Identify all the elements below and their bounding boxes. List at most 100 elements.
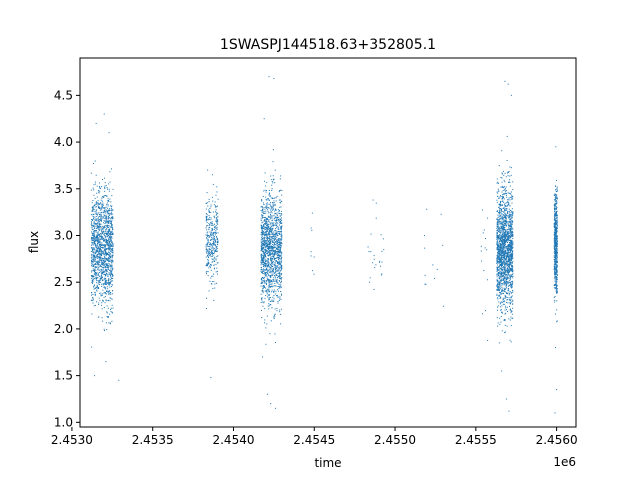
data-point — [279, 243, 281, 245]
data-point — [266, 268, 268, 270]
data-point — [266, 237, 268, 239]
data-point — [98, 226, 100, 228]
data-point — [511, 269, 513, 271]
data-point — [207, 249, 209, 251]
data-point — [266, 234, 268, 236]
data-point — [503, 214, 505, 216]
data-point — [277, 302, 279, 304]
data-point — [265, 251, 267, 253]
data-point — [280, 242, 282, 244]
data-point — [499, 196, 501, 198]
data-point — [502, 292, 504, 294]
data-point — [264, 189, 266, 191]
data-point — [94, 287, 96, 289]
data-point — [269, 279, 271, 281]
data-point — [269, 253, 271, 255]
data-point — [111, 274, 113, 276]
data-point — [262, 248, 264, 250]
data-point — [106, 253, 108, 255]
data-point — [110, 279, 112, 280]
data-point — [95, 212, 97, 214]
data-point — [510, 282, 512, 284]
data-point — [207, 259, 209, 261]
data-point — [105, 228, 107, 230]
data-point — [498, 221, 500, 223]
data-point — [280, 210, 282, 212]
data-point — [106, 195, 108, 197]
data-point — [510, 241, 512, 243]
data-point — [93, 276, 95, 278]
data-point — [110, 259, 112, 261]
data-point — [508, 269, 510, 271]
data-point — [97, 244, 99, 246]
data-point — [97, 251, 99, 253]
data-point — [496, 260, 498, 262]
data-point — [207, 254, 208, 256]
data-point — [104, 182, 106, 184]
data-point — [267, 251, 269, 253]
data-point — [90, 246, 92, 248]
data-point — [498, 240, 500, 242]
data-point — [274, 169, 276, 171]
data-point — [511, 313, 513, 315]
data-point — [94, 231, 96, 233]
data-point — [276, 221, 278, 223]
data-point — [505, 225, 507, 227]
data-point — [508, 271, 510, 273]
data-point — [96, 216, 98, 218]
data-point — [511, 243, 513, 245]
data-point — [101, 250, 103, 252]
data-point — [266, 238, 268, 240]
data-point — [279, 273, 281, 275]
data-point — [266, 235, 268, 237]
data-point — [108, 244, 110, 246]
data-point — [100, 243, 102, 245]
data-point — [105, 259, 107, 261]
data-point — [269, 215, 271, 217]
data-point — [209, 236, 211, 238]
data-point — [512, 198, 514, 200]
data-point — [278, 280, 280, 281]
data-point — [507, 277, 509, 279]
data-point — [276, 307, 278, 309]
data-point — [111, 236, 113, 238]
data-point — [99, 219, 101, 221]
data-point — [105, 292, 107, 294]
data-point — [101, 220, 103, 222]
data-point — [272, 262, 274, 264]
data-point — [205, 308, 207, 310]
data-point — [261, 260, 263, 262]
data-point — [497, 283, 498, 285]
data-point — [97, 250, 99, 252]
data-point — [211, 228, 213, 229]
data-point — [274, 240, 275, 242]
data-point — [262, 281, 264, 283]
data-point — [103, 234, 105, 236]
data-point — [502, 240, 504, 242]
data-point — [509, 245, 511, 247]
data-point — [110, 307, 112, 309]
data-point — [261, 211, 263, 213]
data-point — [504, 240, 506, 242]
data-point — [101, 230, 103, 232]
data-point — [103, 244, 105, 246]
data-point — [500, 245, 502, 247]
data-point — [264, 217, 266, 219]
data-point — [497, 216, 499, 218]
data-point — [503, 256, 505, 258]
data-point — [106, 217, 108, 219]
data-point — [111, 254, 113, 256]
data-point — [109, 171, 111, 173]
data-point — [267, 288, 269, 290]
data-point — [95, 225, 97, 227]
data-point — [104, 280, 106, 282]
data-point — [507, 282, 509, 284]
data-point — [271, 261, 273, 263]
data-point — [267, 264, 269, 266]
data-point — [102, 271, 104, 273]
data-point — [496, 289, 498, 291]
data-point — [274, 252, 276, 254]
data-point — [503, 254, 505, 256]
data-point — [98, 214, 100, 216]
data-point — [264, 290, 266, 292]
